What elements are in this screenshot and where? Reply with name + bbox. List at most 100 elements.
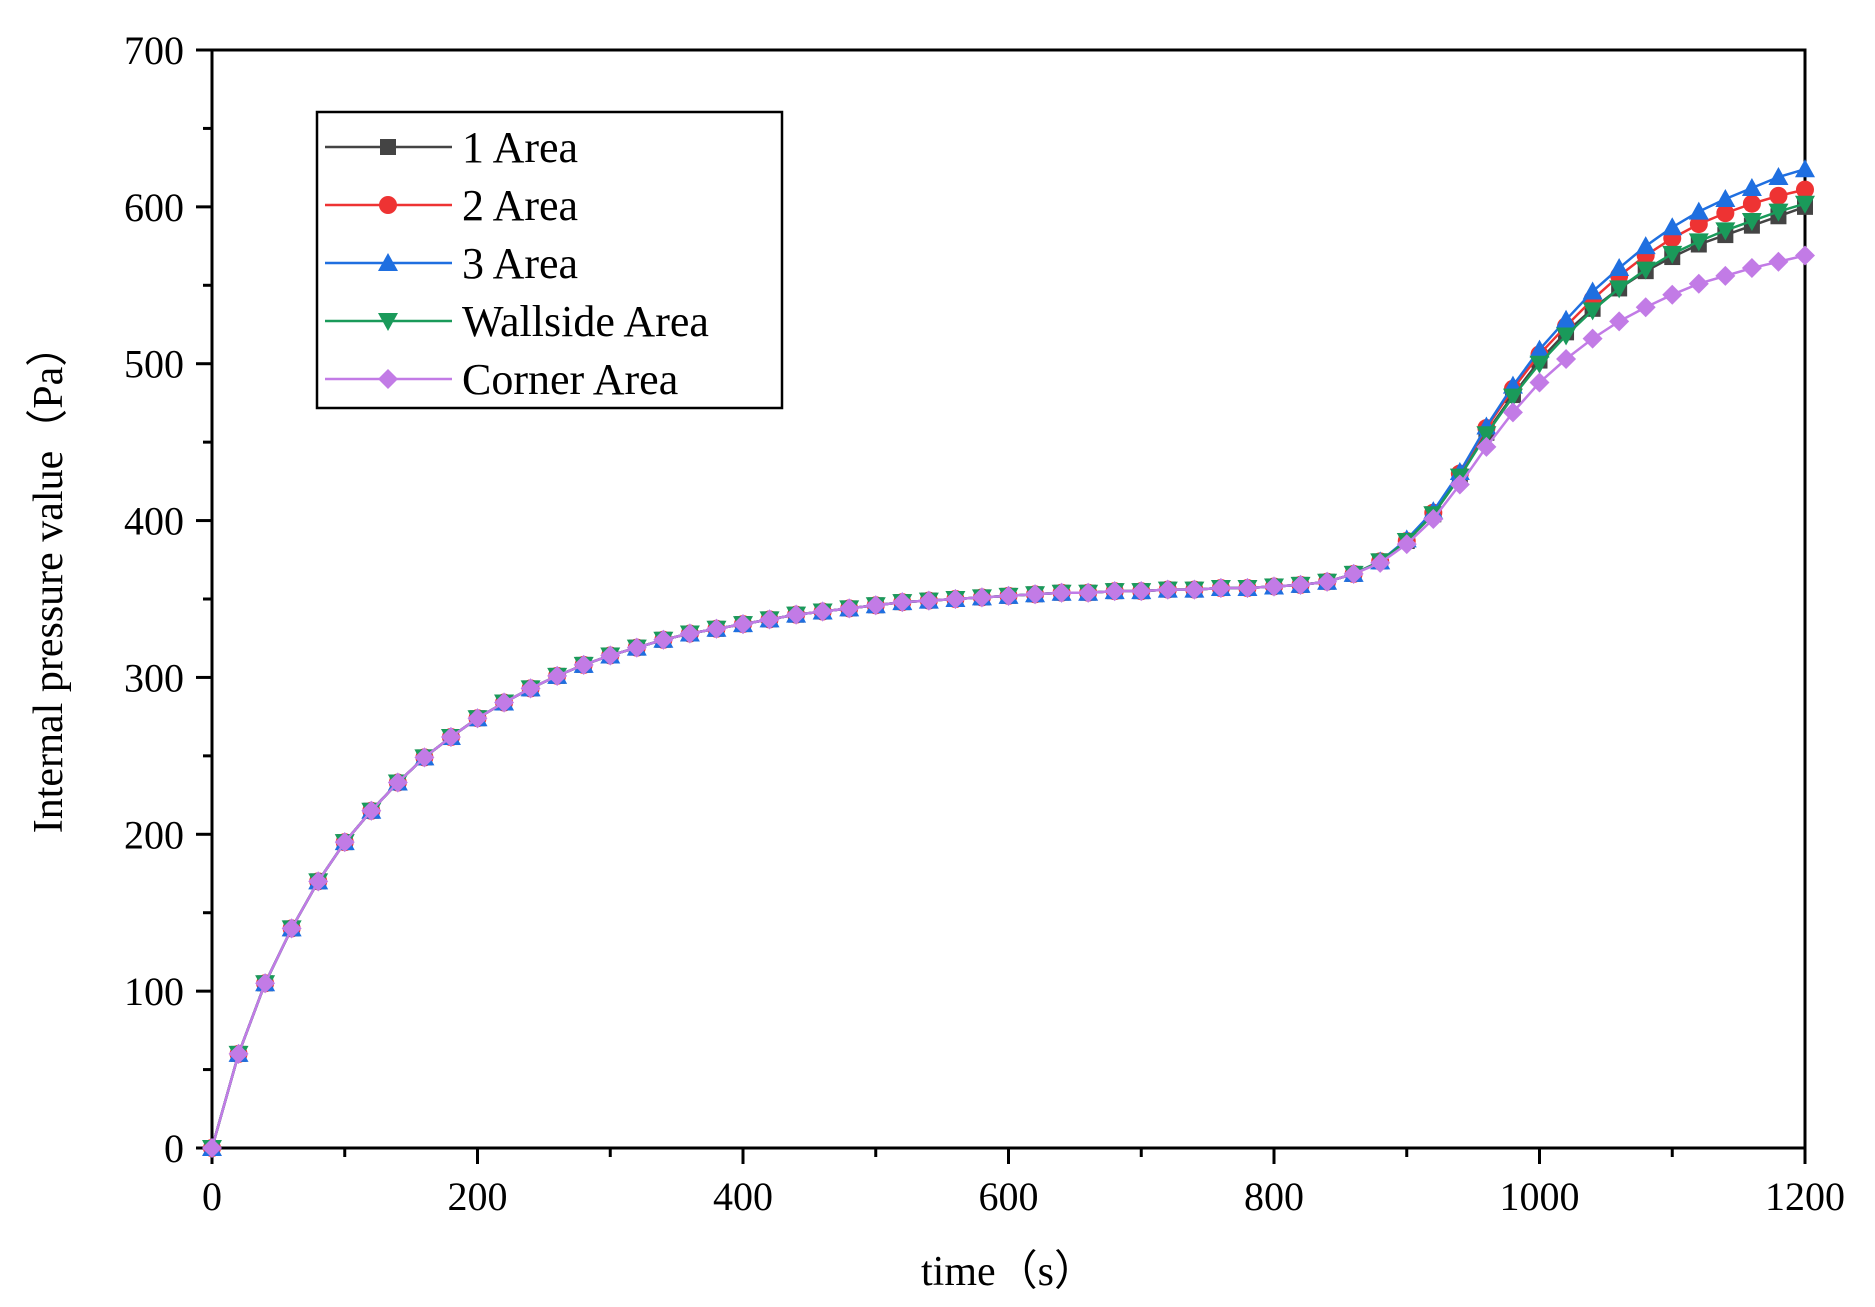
data-point bbox=[1768, 167, 1789, 186]
series-corner-area bbox=[202, 245, 1815, 1158]
data-point bbox=[918, 590, 939, 611]
y-tick-label: 500 bbox=[124, 342, 184, 387]
data-point bbox=[1476, 436, 1497, 457]
data-point bbox=[387, 772, 408, 793]
data-point bbox=[1264, 576, 1284, 597]
data-point bbox=[1184, 579, 1205, 600]
data-point bbox=[1502, 402, 1523, 423]
data-point bbox=[1131, 581, 1152, 602]
x-tick-label: 200 bbox=[448, 1174, 508, 1219]
data-point bbox=[440, 727, 461, 748]
data-point bbox=[361, 800, 382, 821]
data-point bbox=[1556, 327, 1577, 346]
x-axis: 0 200 400 600 800 1000 1200 bbox=[202, 1148, 1845, 1219]
data-point bbox=[467, 708, 488, 729]
legend: 1 Area 2 Area 3 Area Wallside Area Corner Ar… bbox=[315, 110, 784, 410]
data-point bbox=[1449, 474, 1470, 495]
data-point bbox=[1796, 180, 1814, 199]
legend-marker bbox=[380, 139, 396, 155]
data-point bbox=[1210, 578, 1231, 599]
data-point bbox=[600, 645, 621, 666]
data-point bbox=[1609, 311, 1630, 332]
data-point bbox=[1609, 258, 1630, 277]
data-point bbox=[573, 654, 594, 675]
data-point bbox=[1795, 195, 1815, 214]
legend-label: Corner Area bbox=[462, 355, 678, 404]
data-point bbox=[998, 585, 1019, 606]
data-point bbox=[1635, 236, 1656, 255]
data-point bbox=[1741, 258, 1762, 279]
data-point bbox=[1662, 284, 1683, 305]
y-tick-label: 300 bbox=[124, 655, 184, 700]
data-point bbox=[1104, 581, 1125, 602]
data-point bbox=[706, 618, 727, 639]
legend-item: 1 Area bbox=[325, 123, 578, 172]
legend-label: Wallside Area bbox=[462, 297, 709, 346]
data-point bbox=[1423, 509, 1444, 530]
data-point bbox=[547, 665, 568, 686]
data-point bbox=[1716, 204, 1735, 223]
legend-marker bbox=[379, 196, 397, 214]
data-point bbox=[865, 595, 886, 616]
y-tick-label: 0 bbox=[164, 1126, 184, 1171]
data-point bbox=[733, 614, 753, 635]
data-point bbox=[494, 692, 515, 713]
y-axis-title: Internal pressure value（Pa） bbox=[26, 325, 72, 834]
data-point bbox=[1025, 584, 1046, 605]
data-point bbox=[679, 623, 700, 644]
data-point bbox=[1556, 349, 1577, 370]
data-point bbox=[1768, 203, 1789, 222]
data-point bbox=[1662, 245, 1683, 264]
data-point bbox=[812, 601, 833, 622]
data-point bbox=[839, 598, 860, 619]
x-tick-label: 1200 bbox=[1765, 1174, 1845, 1219]
data-point bbox=[1529, 339, 1550, 358]
data-point bbox=[1317, 571, 1338, 592]
data-point bbox=[1635, 297, 1656, 318]
data-point bbox=[1662, 217, 1683, 236]
data-point bbox=[1688, 233, 1709, 252]
x-axis-title: time（s） bbox=[921, 1249, 1096, 1295]
y-tick-label: 600 bbox=[124, 185, 184, 230]
y-tick-label: 700 bbox=[124, 28, 184, 73]
data-point bbox=[334, 832, 355, 853]
data-point bbox=[1688, 273, 1709, 294]
data-point bbox=[1582, 281, 1603, 300]
data-point bbox=[1582, 302, 1603, 321]
data-point bbox=[945, 589, 966, 609]
data-point bbox=[1582, 328, 1603, 349]
series-layer bbox=[202, 159, 1815, 1158]
data-point bbox=[892, 592, 913, 613]
x-tick-label: 400 bbox=[713, 1174, 773, 1219]
data-point bbox=[626, 637, 647, 658]
data-point bbox=[1529, 372, 1550, 393]
data-point bbox=[308, 871, 329, 892]
data-point bbox=[281, 918, 302, 939]
data-point bbox=[1741, 212, 1762, 231]
y-tick-label: 200 bbox=[124, 812, 184, 857]
data-point bbox=[1051, 582, 1072, 603]
data-point bbox=[1290, 574, 1311, 595]
legend-label: 2 Area bbox=[462, 181, 578, 230]
data-point bbox=[1689, 215, 1708, 234]
legend-marker bbox=[378, 313, 398, 331]
data-point bbox=[414, 747, 435, 768]
data-point bbox=[971, 587, 992, 608]
data-point bbox=[202, 1138, 222, 1158]
data-point bbox=[1502, 388, 1523, 407]
data-point bbox=[228, 1043, 249, 1064]
data-point bbox=[520, 678, 541, 699]
legend-item: Wallside Area bbox=[325, 297, 709, 346]
x-tick-label: 1000 bbox=[1500, 1174, 1580, 1219]
legend-item: Corner Area bbox=[325, 355, 678, 404]
legend-item: 3 Area bbox=[325, 239, 578, 288]
data-point bbox=[786, 604, 807, 625]
legend-label: 1 Area bbox=[462, 123, 578, 172]
data-point bbox=[1769, 186, 1788, 205]
data-point bbox=[1476, 426, 1497, 445]
data-point bbox=[1795, 245, 1815, 266]
data-point bbox=[653, 629, 674, 650]
data-point bbox=[1635, 261, 1656, 280]
data-point bbox=[1078, 582, 1099, 603]
